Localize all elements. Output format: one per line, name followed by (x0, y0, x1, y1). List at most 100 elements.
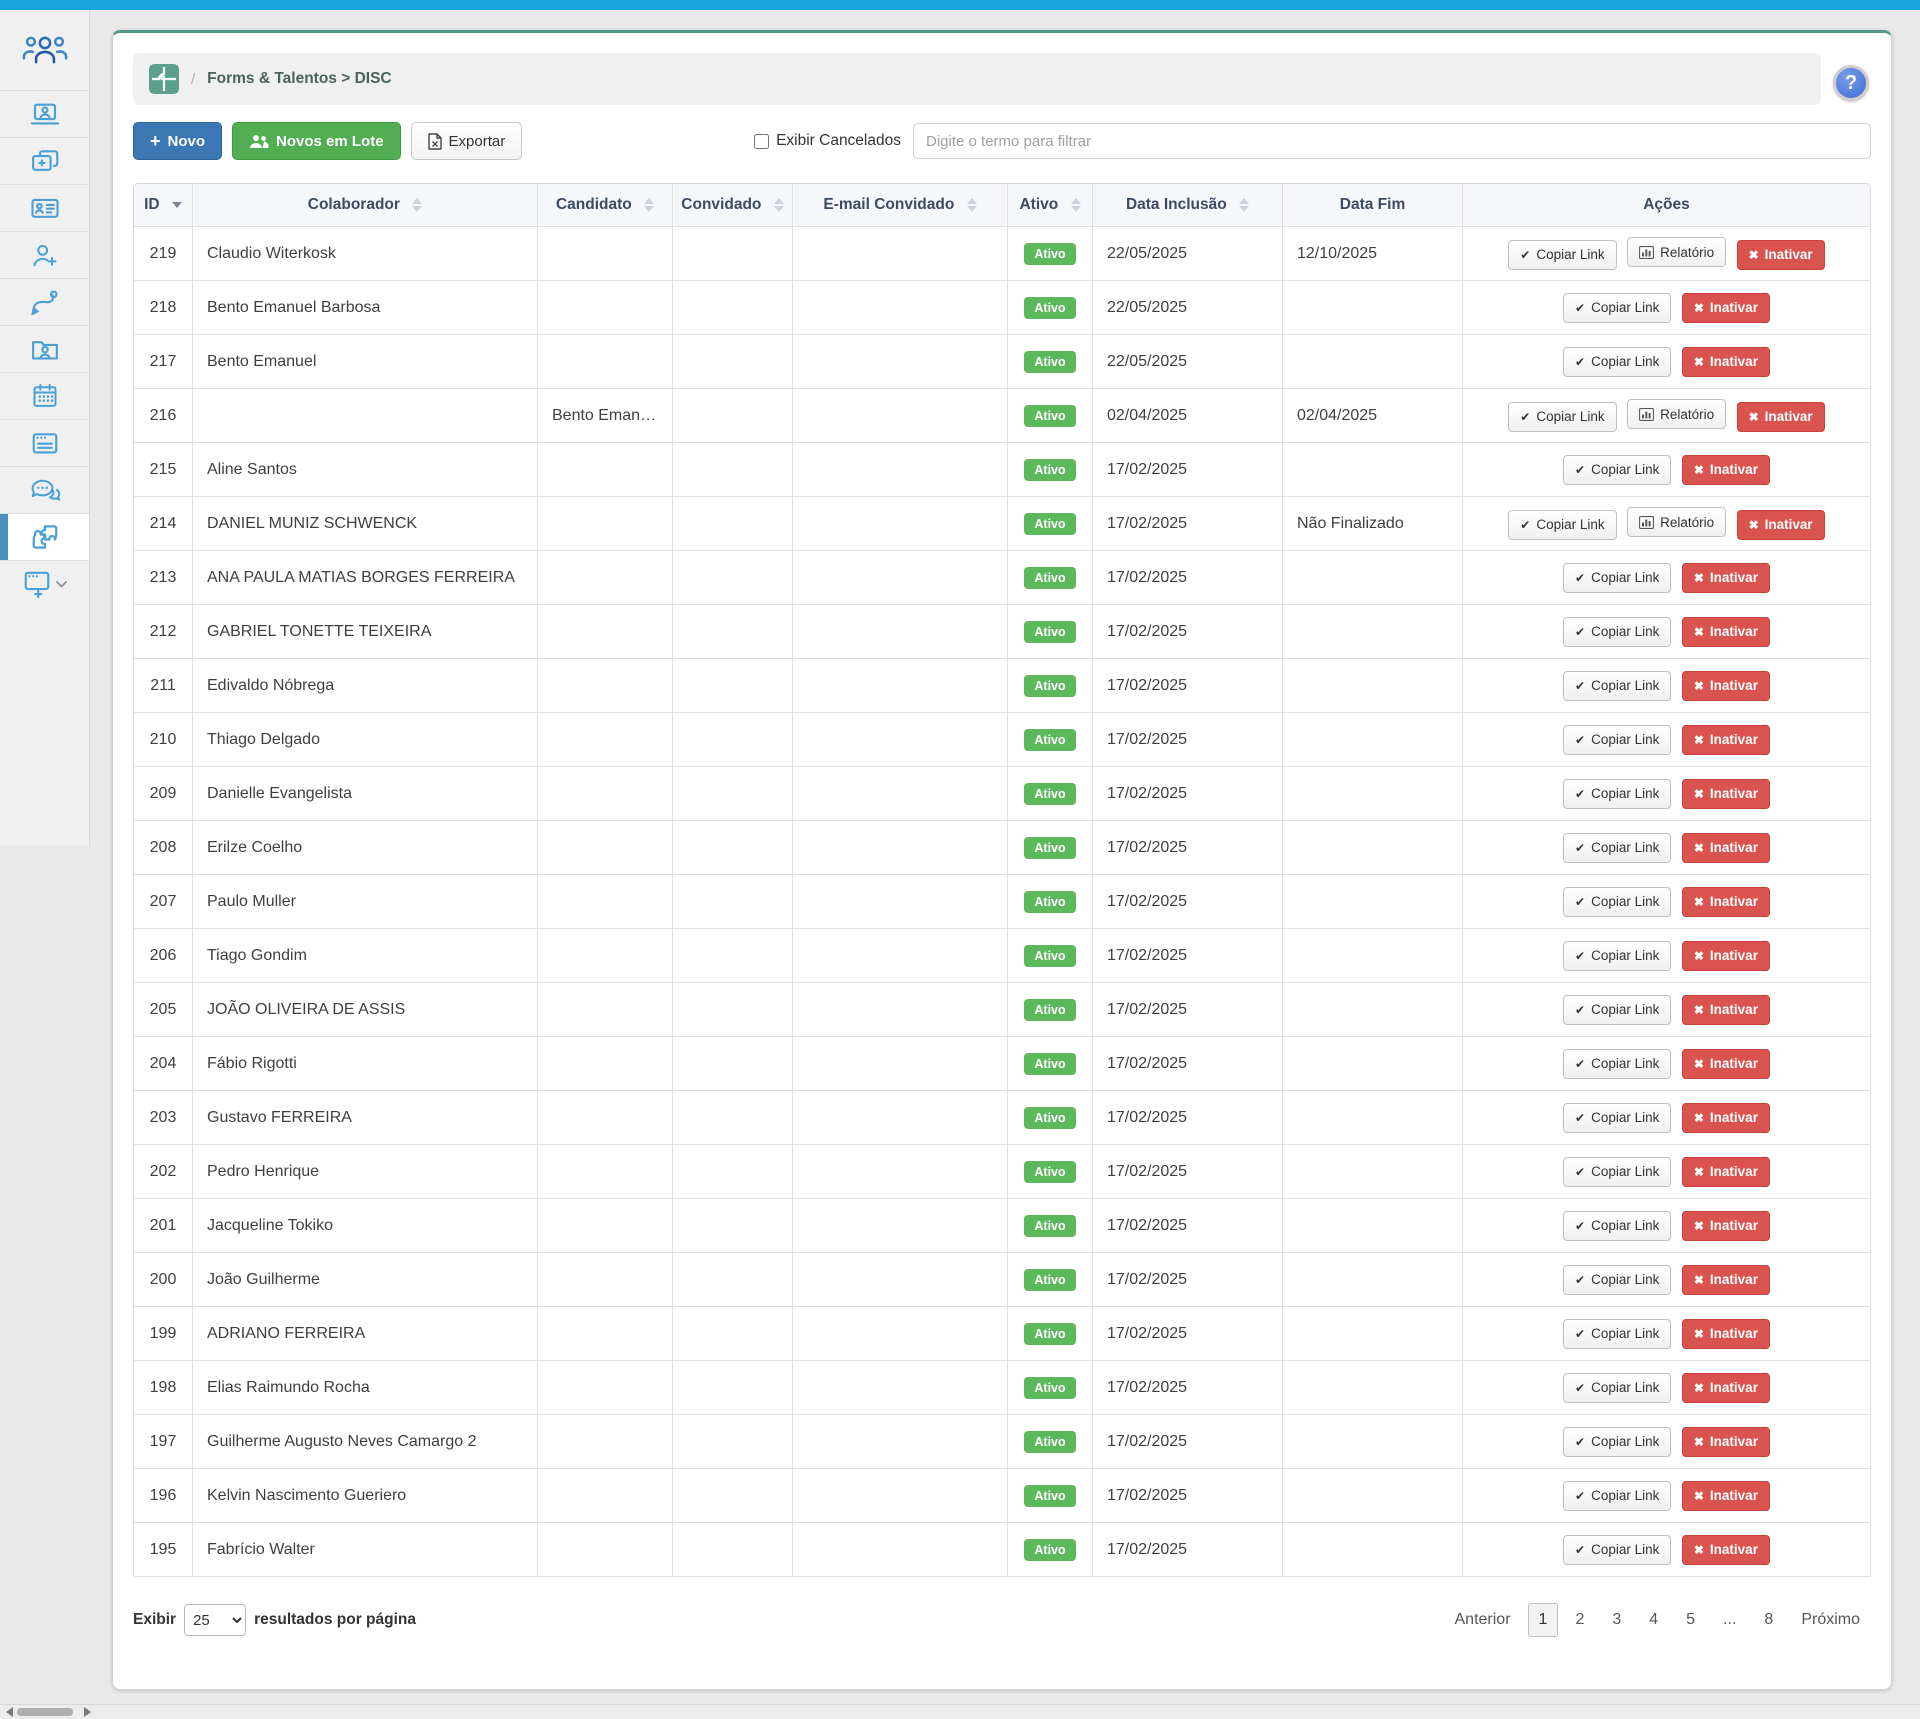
report-button[interactable]: Relatório (1627, 399, 1727, 430)
copy-link-button[interactable]: ✔ Copiar Link (1508, 239, 1617, 270)
sidebar-item-disc[interactable] (0, 513, 89, 560)
inactivate-button[interactable]: ✖ Inativar (1681, 1534, 1770, 1565)
column-header-acoes: Ações (1463, 183, 1871, 227)
copy-link-button[interactable]: ✔ Copiar Link (1563, 1156, 1672, 1187)
sidebar-item-panel[interactable] (0, 419, 89, 466)
column-header-email-convidado[interactable]: E-mail Convidado (793, 183, 1008, 227)
inactivate-button[interactable]: ✖ Inativar (1681, 1210, 1770, 1241)
copy-link-button[interactable]: ✔ Copiar Link (1563, 1210, 1672, 1241)
inactivate-button[interactable]: ✖ Inativar (1681, 724, 1770, 755)
column-header-data-fim[interactable]: Data Fim (1283, 183, 1463, 227)
pagination-item[interactable]: Próximo (1801, 1611, 1860, 1628)
copy-link-button[interactable]: ✔ Copiar Link (1563, 616, 1672, 647)
pagination-item[interactable]: ... (1723, 1611, 1737, 1628)
copy-link-button[interactable]: ✔ Copiar Link (1508, 401, 1617, 432)
copy-link-button[interactable]: ✔ Copiar Link (1563, 1534, 1672, 1565)
sidebar-item-talent-folder[interactable] (0, 325, 89, 372)
cell-convidado (673, 443, 793, 497)
show-cancelled-toggle[interactable]: Exibir Cancelados (754, 132, 901, 150)
sidebar-item-new-window[interactable] (0, 560, 89, 607)
help-button[interactable]: ? (1833, 65, 1869, 101)
pagination-item[interactable]: 1 (1527, 1603, 1559, 1637)
copy-link-button[interactable]: ✔ Copiar Link (1563, 778, 1672, 809)
sidebar-item-journey[interactable] (0, 278, 89, 325)
copy-link-button[interactable]: ✔ Copiar Link (1563, 670, 1672, 701)
folder-user-icon (31, 341, 58, 360)
filter-input[interactable] (913, 123, 1871, 159)
app-logo[interactable] (0, 10, 89, 90)
inactivate-button[interactable]: ✖ Inativar (1681, 1102, 1770, 1133)
cell-id: 216 (133, 389, 193, 443)
copy-link-button[interactable]: ✔ Copiar Link (1563, 454, 1672, 485)
copy-link-button[interactable]: ✔ Copiar Link (1563, 724, 1672, 755)
show-cancelled-checkbox[interactable] (754, 133, 770, 149)
copy-link-button[interactable]: ✔ Copiar Link (1563, 832, 1672, 863)
inactivate-button[interactable]: ✖ Inativar (1681, 940, 1770, 971)
report-button[interactable]: Relatório (1627, 507, 1727, 538)
inactivate-button[interactable]: ✖ Inativar (1681, 616, 1770, 647)
page-size-select[interactable]: 25 (184, 1604, 247, 1636)
sidebar-item-meetings[interactable] (0, 90, 89, 137)
column-header-colaborador[interactable]: Colaborador (193, 183, 538, 227)
copy-link-button[interactable]: ✔ Copiar Link (1563, 562, 1672, 593)
sidebar-item-calendar[interactable] (0, 372, 89, 419)
copy-link-button[interactable]: ✔ Copiar Link (1563, 1318, 1672, 1349)
copy-link-button[interactable]: ✔ Copiar Link (1563, 1102, 1672, 1133)
inactivate-button[interactable]: ✖ Inativar (1681, 778, 1770, 809)
pagination-item[interactable]: 4 (1649, 1611, 1659, 1628)
copy-link-button[interactable]: ✔ Copiar Link (1563, 1480, 1672, 1511)
copy-link-button[interactable]: ✔ Copiar Link (1563, 886, 1672, 917)
sidebar-item-add-user[interactable] (0, 231, 89, 278)
scrollbar-thumb[interactable] (17, 1708, 73, 1716)
inactivate-button[interactable]: ✖ Inativar (1681, 994, 1770, 1025)
inactivate-button[interactable]: ✖ Inativar (1681, 1318, 1770, 1349)
copy-link-button[interactable]: ✔ Copiar Link (1563, 346, 1672, 377)
sidebar-item-idcard[interactable] (0, 184, 89, 231)
scroll-right-icon[interactable] (84, 1707, 91, 1717)
pagination-item[interactable]: 8 (1764, 1611, 1774, 1628)
inactivate-button[interactable]: ✖ Inativar (1681, 1372, 1770, 1403)
inactivate-button[interactable]: ✖ Inativar (1736, 509, 1825, 540)
copy-link-button[interactable]: ✔ Copiar Link (1563, 1426, 1672, 1457)
copy-link-button[interactable]: ✔ Copiar Link (1563, 994, 1672, 1025)
report-button[interactable]: Relatório (1627, 237, 1727, 268)
inactivate-button[interactable]: ✖ Inativar (1681, 1480, 1770, 1511)
inactivate-button[interactable]: ✖ Inativar (1681, 562, 1770, 593)
status-badge: Ativo (1024, 458, 1076, 481)
inactivate-button[interactable]: ✖ Inativar (1681, 1426, 1770, 1457)
pagination-item[interactable]: Anterior (1454, 1611, 1511, 1628)
column-header-id[interactable]: ID (133, 183, 193, 227)
column-header-candidato[interactable]: Candidato (538, 183, 673, 227)
inactivate-button[interactable]: ✖ Inativar (1681, 1048, 1770, 1079)
batch-new-button[interactable]: Novos em Lote (232, 122, 401, 160)
pagination-item[interactable]: 3 (1612, 1611, 1622, 1628)
new-button[interactable]: + Novo (133, 122, 223, 160)
inactivate-button[interactable]: ✖ Inativar (1681, 832, 1770, 863)
inactivate-button[interactable]: ✖ Inativar (1681, 1156, 1770, 1187)
column-header-ativo[interactable]: Ativo (1008, 183, 1093, 227)
inactivate-button[interactable]: ✖ Inativar (1681, 346, 1770, 377)
copy-link-button[interactable]: ✔ Copiar Link (1563, 940, 1672, 971)
column-header-data-inclusao[interactable]: Data Inclusão (1093, 183, 1283, 227)
copy-link-button[interactable]: ✔ Copiar Link (1563, 1372, 1672, 1403)
sidebar-item-chat[interactable] (0, 466, 89, 513)
inactivate-button[interactable]: ✖ Inativar (1681, 886, 1770, 917)
inactivate-button[interactable]: ✖ Inativar (1681, 454, 1770, 485)
column-header-convidado[interactable]: Convidado (673, 183, 793, 227)
inactivate-button[interactable]: ✖ Inativar (1681, 1264, 1770, 1295)
pagination-item[interactable]: 5 (1686, 1611, 1696, 1628)
horizontal-scrollbar[interactable] (0, 1704, 1920, 1719)
copy-link-button[interactable]: ✔ Copiar Link (1563, 1264, 1672, 1295)
copy-link-button[interactable]: ✔ Copiar Link (1563, 292, 1672, 323)
inactivate-button[interactable]: ✖ Inativar (1681, 292, 1770, 323)
inactivate-button[interactable]: ✖ Inativar (1681, 670, 1770, 701)
export-button[interactable]: Exportar (410, 122, 523, 160)
x-icon: ✖ (1693, 732, 1704, 747)
scroll-left-icon[interactable] (6, 1707, 13, 1717)
sidebar-item-cards[interactable] (0, 137, 89, 184)
copy-link-button[interactable]: ✔ Copiar Link (1563, 1048, 1672, 1079)
pagination-item[interactable]: 2 (1575, 1611, 1585, 1628)
copy-link-button[interactable]: ✔ Copiar Link (1508, 509, 1617, 540)
inactivate-button[interactable]: ✖ Inativar (1736, 401, 1825, 432)
inactivate-button[interactable]: ✖ Inativar (1736, 239, 1825, 270)
